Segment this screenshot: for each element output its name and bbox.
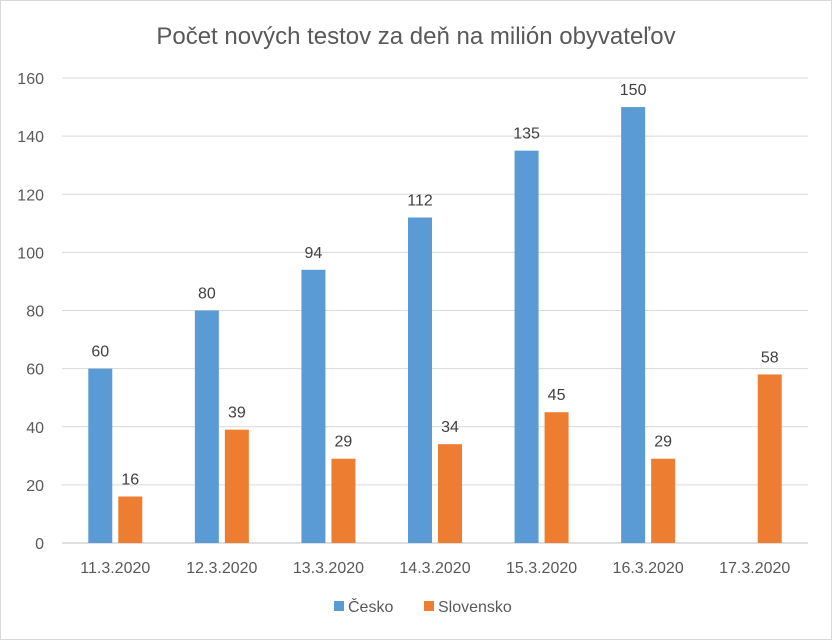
data-label: 45 xyxy=(548,387,566,404)
data-label: 112 xyxy=(407,193,433,210)
x-tick-label: 17.3.2020 xyxy=(719,560,790,577)
bar-česko xyxy=(621,107,646,543)
x-tick-label: 13.3.2020 xyxy=(293,560,364,577)
data-label: 16 xyxy=(121,472,139,489)
data-label: 29 xyxy=(654,434,672,451)
data-label: 135 xyxy=(513,126,540,143)
x-tick-label: 14.3.2020 xyxy=(399,560,470,577)
bar-česko xyxy=(88,368,113,543)
y-tick-label: 100 xyxy=(17,245,44,262)
data-label: 150 xyxy=(620,82,647,99)
legend-label: Slovensko xyxy=(438,599,512,616)
x-tick-label: 11.3.2020 xyxy=(80,560,150,577)
y-tick-label: 60 xyxy=(26,362,44,379)
chart-title: Počet nových testov za deň na milión oby… xyxy=(156,23,675,50)
bars xyxy=(88,107,782,543)
data-label: 29 xyxy=(335,434,353,451)
bar-česko xyxy=(408,217,432,543)
y-tick-label: 120 xyxy=(17,187,44,204)
y-tick-label: 160 xyxy=(17,71,44,88)
bar-slovensko xyxy=(224,429,249,543)
bar-slovensko xyxy=(757,374,782,543)
data-labels: 60 16 80 39 94 29 112 34 135 45 150 29 58 xyxy=(91,82,778,488)
x-tick-label: 15.3.2020 xyxy=(506,560,577,577)
y-tick-label: 0 xyxy=(35,536,44,553)
data-label: 58 xyxy=(761,349,779,366)
bar-slovensko xyxy=(544,412,569,543)
legend-swatch xyxy=(334,601,344,611)
bar-slovensko xyxy=(438,444,462,543)
y-tick-label: 40 xyxy=(26,420,44,437)
data-label: 60 xyxy=(91,344,109,361)
legend-swatch xyxy=(424,601,434,611)
bar-česko xyxy=(194,310,219,543)
legend: Česko Slovensko xyxy=(334,597,512,616)
bar-slovensko xyxy=(651,458,676,543)
x-tick-label: 16.3.2020 xyxy=(613,560,684,577)
x-axis-ticks: 11.3.2020 12.3.2020 13.3.2020 14.3.2020 15.3… xyxy=(80,560,790,577)
data-label: 80 xyxy=(198,286,216,303)
y-tick-label: 20 xyxy=(26,478,44,495)
data-label: 94 xyxy=(305,245,323,262)
x-tick-label: 12.3.2020 xyxy=(186,560,257,577)
bar-česko xyxy=(301,269,326,543)
bar-česko xyxy=(514,150,539,543)
bar-slovensko xyxy=(331,458,356,543)
legend-label: Česko xyxy=(348,597,393,616)
y-axis-ticks: 0 20 40 60 80 100 120 140 160 xyxy=(17,71,44,553)
data-label: 34 xyxy=(441,419,459,436)
y-tick-label: 140 xyxy=(17,129,44,146)
data-label: 39 xyxy=(228,405,246,422)
bar-slovensko xyxy=(118,496,143,543)
gridlines xyxy=(62,77,808,544)
y-tick-label: 80 xyxy=(26,304,44,321)
